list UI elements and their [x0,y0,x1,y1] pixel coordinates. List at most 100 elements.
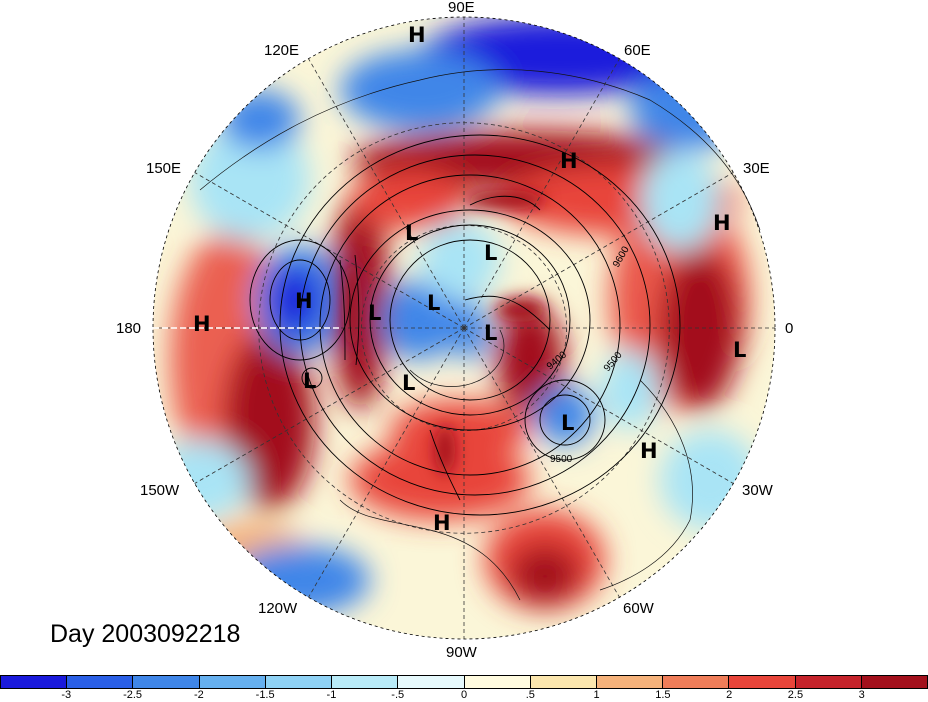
map-border [152,16,776,640]
contour-line [429,429,461,501]
contour-line [524,379,606,461]
longitude-label-120e: 120E [264,42,300,59]
longitude-label-90e: 90E [448,0,475,16]
anomaly-region [230,545,370,615]
contour-line [269,259,331,341]
anomaly-region [630,70,750,150]
colorbar-tick-label: 1.5 [655,689,671,701]
pressure-marker: H [560,149,578,173]
colorbar-tick-label: -1.5 [255,689,275,701]
pressure-marker: L [303,369,316,393]
pressure-marker: L [427,291,440,315]
colorbar-swatch [464,676,531,688]
pressure-centers: H H H H L L H L L L L L L H H L [193,23,746,535]
colorbar-swatch [729,676,796,688]
anomaly-region [600,350,660,430]
anomaly-region [225,330,315,510]
coastline [409,329,505,387]
colorbar-tick-label: -3 [61,689,72,701]
colorbar-swatch [596,676,664,688]
colorbar-tick-label: -1 [326,689,337,701]
longitude-label-60w: 60W [623,600,654,617]
anomaly-region [495,298,545,322]
meridian-line [463,327,734,484]
pressure-marker: H [295,289,313,313]
pressure-marker: H [640,439,658,463]
contour-line [319,174,621,476]
longitude-label-180: 180 [116,320,142,337]
contour-line [469,195,541,211]
longitude-label-30e: 30E [743,160,770,177]
colorbar-tick-label: -2.5 [123,689,143,701]
colorbar-tick-label: 0 [460,689,468,701]
meridian-line [194,172,465,329]
contour-line [299,154,651,496]
contour-line [301,367,323,389]
anomaly-region [660,250,740,410]
pressure-marker: L [561,411,574,435]
meridian-line [463,172,734,329]
pressure-marker: H [408,23,426,47]
colorbar-tick-label: 2.5 [787,689,804,701]
longitude-label-120w: 120W [258,600,298,617]
graticule [153,17,775,639]
pressure-marker: L [402,371,415,395]
colorbar-swatch [1,676,68,688]
anomaly-region [220,90,300,150]
colorbar-swatch [795,676,862,688]
anomaly-region [340,50,500,130]
meridian-line [463,327,620,598]
contour-line [279,134,681,516]
pressure-marker: L [368,301,381,325]
colorbar-tick-label: 1 [593,689,600,701]
anomaly-region [190,120,310,240]
anomaly-region [420,220,500,300]
colorbar-swatch [265,676,333,688]
contour-line [464,295,551,331]
contour-line [349,209,591,431]
coastline [199,69,761,231]
contour-line [389,239,551,401]
anomaly-region [350,170,470,230]
pressure-marker: L [733,338,746,362]
anomaly-field [153,17,775,639]
pressure-marker: H [713,211,731,235]
colorbar-swatch [332,676,399,688]
longitude-label-0: 0 [785,320,794,337]
coastline [339,499,521,601]
colorbar-swatch [133,676,200,688]
colorbar-tick-label: .5 [525,689,535,701]
colorbar-swatch [663,676,730,688]
anomaly-region [465,190,545,210]
pressure-marker: H [193,312,211,336]
colorbar-swatch [398,676,465,688]
colorbar-tick-label: 2 [726,689,733,701]
contour-line [369,224,571,416]
meridian-line [308,58,465,329]
colorbar-swatch [199,676,266,688]
anomaly-cores [342,190,545,475]
anomaly-blobs [153,17,760,615]
pressure-marker: L [405,221,418,245]
pressure-marker: H [433,511,451,535]
colorbar-swatch [861,676,928,688]
longitude-label-60e: 60E [624,42,651,59]
date-label: Day 2003092218 [50,620,241,648]
longitude-label-30w: 30W [742,482,773,499]
anomaly-region [640,150,720,250]
contour-line [249,239,351,361]
longitude-label-150w: 150W [140,482,180,499]
contour-line [339,259,346,361]
colorbar-tick-label: -2 [193,689,204,701]
height-contours [249,134,681,516]
meridian-line [308,327,465,598]
anomaly-region [270,265,320,335]
anomaly-region [380,280,460,360]
coastlines [199,69,761,601]
longitude-label-150e: 150E [146,160,182,177]
pressure-marker: L [484,321,497,345]
pressure-marker: L [484,241,497,265]
longitude-label-90w: 90W [446,644,477,661]
anomaly-region [350,440,530,520]
